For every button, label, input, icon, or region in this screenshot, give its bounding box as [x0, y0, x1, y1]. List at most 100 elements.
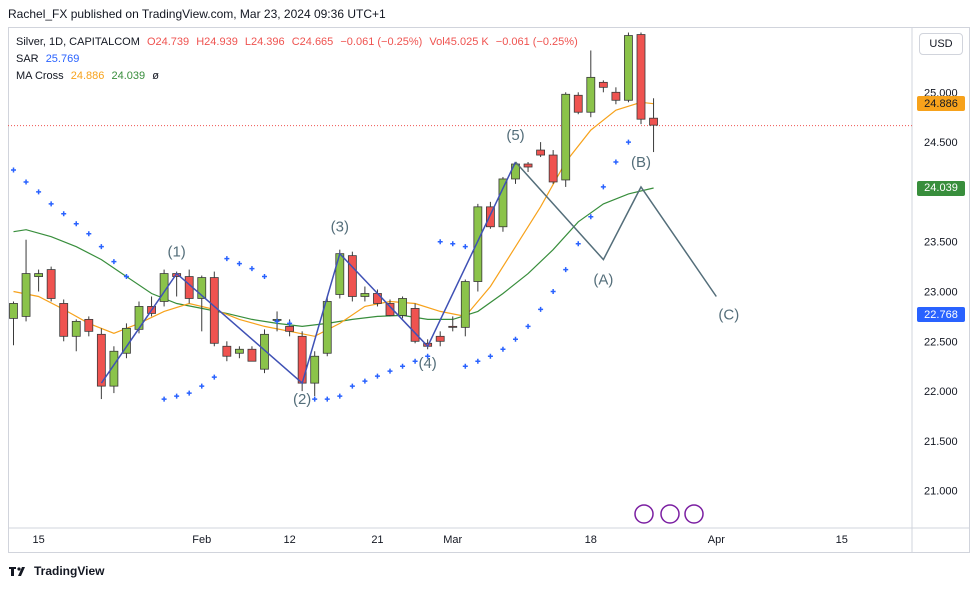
candle-body: [84, 318, 94, 332]
sar-dot: [274, 318, 280, 324]
x-tick-label: Mar: [443, 534, 462, 546]
ma-extra: ø: [152, 70, 159, 82]
x-tick-label: 21: [371, 534, 383, 546]
sar-dot: [86, 231, 92, 237]
candle-body: [473, 206, 483, 282]
candle-body: [485, 206, 495, 228]
candle-body: [360, 293, 370, 297]
sar-dot: [123, 274, 129, 280]
ma-fast-value: 24.886: [70, 70, 105, 82]
candle-body: [159, 273, 169, 302]
candle-body: [611, 91, 621, 101]
wave-label: (4): [418, 355, 436, 372]
sar-dot: [236, 261, 242, 267]
tradingview-logo-icon: [9, 567, 25, 576]
candle-body: [598, 81, 608, 88]
candle-body: [247, 348, 257, 362]
sar-dot: [487, 353, 493, 359]
candle-body: [222, 345, 232, 357]
candle-body: [548, 154, 558, 183]
candle-body: [234, 348, 244, 354]
flash-event-icon: [634, 504, 654, 524]
candle-body: [260, 333, 269, 370]
low-value: L24.396: [244, 36, 285, 48]
candle-body: [460, 281, 470, 328]
publish-info: Rachel_FX published on TradingView.com, …: [8, 7, 386, 21]
open-value: O24.739: [146, 36, 190, 48]
wave-label: (C): [718, 306, 739, 323]
us-flag-event-icon: [684, 504, 704, 524]
ma-label: MA Cross: [16, 70, 64, 82]
sar-dot: [575, 241, 581, 247]
candle-body: [498, 178, 508, 228]
sar-dot: [588, 214, 594, 220]
candle-body: [649, 117, 658, 126]
candle-body: [109, 350, 119, 387]
candle-body: [71, 320, 81, 337]
sar-dot: [450, 241, 456, 247]
legend-ma: MA Cross 24.886 24.039 ø: [16, 70, 163, 82]
candle-body: [335, 253, 345, 295]
wave-label: (A): [593, 272, 613, 289]
sar-dot: [412, 358, 418, 364]
candle-body: [9, 303, 18, 319]
candle-body: [209, 277, 219, 344]
x-tick-label: 15: [32, 534, 44, 546]
ma-slow-value: 24.039: [111, 70, 146, 82]
candle-body: [96, 333, 106, 387]
sar-dot: [337, 393, 343, 399]
legend-sar: SAR 25.769: [16, 53, 83, 65]
sar-dot: [73, 221, 79, 227]
candle-body: [59, 303, 69, 337]
sar-label: SAR: [16, 53, 39, 65]
candle-body: [285, 325, 295, 332]
wave-label: (5): [506, 127, 524, 144]
vol-change-value: −0.061 (−0.25%): [495, 36, 578, 48]
x-tick-label: 18: [585, 534, 597, 546]
sar-dot: [387, 368, 393, 374]
wave-label: (3): [331, 219, 349, 236]
candle-body: [624, 35, 633, 101]
sar-dot: [600, 184, 606, 190]
sar-dot: [425, 353, 431, 359]
sar-dot: [513, 336, 518, 342]
candle-body: [636, 34, 646, 120]
vol-value: Vol45.025 K: [429, 36, 489, 48]
y-tick-label: 21.000: [924, 486, 958, 498]
candle-body: [134, 306, 144, 330]
sar-dot: [538, 306, 544, 312]
sar-dot: [475, 358, 481, 364]
sar-dot: [23, 179, 29, 185]
sar-dot: [324, 396, 330, 402]
sar-dot: [462, 244, 468, 250]
y-tick-label: 23.000: [924, 287, 958, 299]
sar-dot: [287, 320, 293, 326]
candle-body: [34, 273, 43, 277]
candle-body: [536, 149, 545, 156]
wave-label: (1): [167, 244, 185, 261]
chart-frame: [8, 27, 970, 553]
candle-body: [385, 303, 395, 316]
sar-dot: [500, 346, 506, 352]
sar-dot: [437, 239, 443, 245]
wave-label: (2): [293, 391, 311, 408]
x-tick-label: 15: [836, 534, 848, 546]
y-tick-label: 21.500: [924, 436, 958, 448]
candle-body: [561, 93, 571, 181]
y-tick-label: 24.500: [924, 137, 958, 149]
close-value: C24.665: [291, 36, 334, 48]
candle-body: [21, 273, 31, 317]
footer-brand: TradingView: [34, 564, 105, 578]
candle-body: [347, 255, 357, 297]
abc-projection-line: [514, 161, 717, 297]
us-flag-event-icon: [660, 504, 680, 524]
candle-body: [322, 301, 332, 354]
sar-dot: [111, 259, 117, 265]
x-tick-label: 12: [283, 534, 295, 546]
currency-button[interactable]: USD: [919, 33, 963, 55]
tradingview-footer[interactable]: TradingView: [8, 564, 104, 578]
sar-dot: [462, 363, 468, 369]
change-value: −0.061 (−0.25%): [340, 36, 423, 48]
plot-area: (1) (2) (3) (4) (5) (A) (B) (C): [8, 32, 912, 524]
